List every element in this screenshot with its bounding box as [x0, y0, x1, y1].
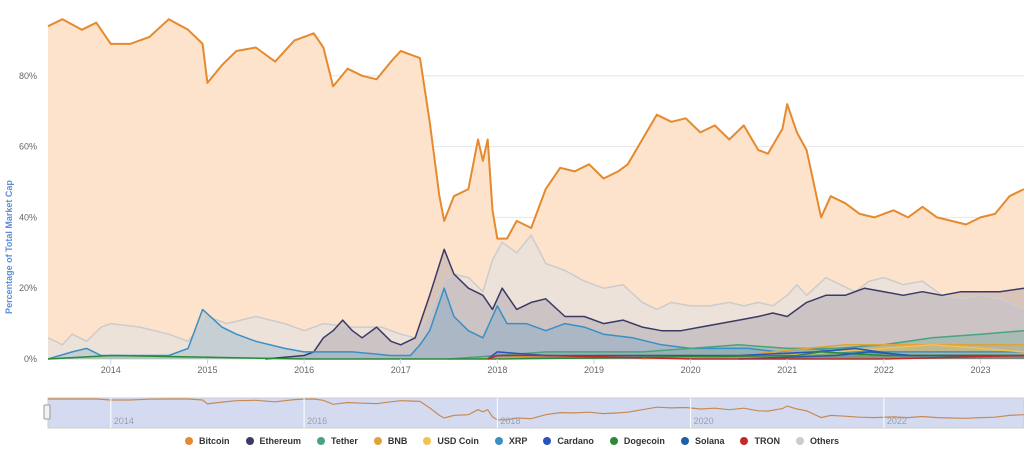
x-tick-label: 2017: [391, 365, 411, 375]
y-axis-ticks: 0% 20% 40% 60% 80%: [19, 71, 37, 364]
legend-label: BNB: [387, 436, 408, 446]
x-tick-label: 2016: [294, 365, 314, 375]
legend-item-tether[interactable]: Tether: [317, 436, 358, 446]
navigator-series-line: [48, 398, 1024, 421]
legend-item-dogecoin[interactable]: Dogecoin: [609, 436, 665, 446]
others-area: [48, 235, 1024, 359]
navigator-tick-label: 2018: [500, 416, 520, 426]
legend-marker: [680, 437, 689, 445]
legend-marker: [317, 437, 326, 445]
legend-marker: [609, 437, 618, 445]
x-tick-label: 2015: [197, 365, 217, 375]
y-tick-label: 40%: [19, 212, 37, 222]
legend-label: Others: [809, 436, 839, 446]
legend-marker: [373, 437, 382, 445]
legend-marker: [245, 437, 254, 445]
legend-marker: [740, 437, 749, 445]
x-tick-label: 2014: [101, 365, 121, 375]
legend-marker: [543, 437, 552, 445]
legend-label: Bitcoin: [199, 436, 230, 446]
y-axis-label: Percentage of Total Market Cap: [4, 180, 14, 314]
legend-item-tron[interactable]: TRON: [740, 436, 780, 446]
tron-line: [487, 354, 1024, 360]
legend-item-usd-coin[interactable]: USD Coin: [423, 436, 479, 446]
legend-item-others[interactable]: Others: [795, 436, 839, 446]
legend-label: Solana: [694, 436, 725, 446]
x-tick-label: 2018: [487, 365, 507, 375]
legend-item-ethereum[interactable]: Ethereum: [245, 436, 302, 446]
navigator-left-handle[interactable]: [43, 404, 51, 420]
bitcoin-line: [47, 18, 1024, 240]
legend-item-cardano[interactable]: Cardano: [543, 436, 594, 446]
legend-label: Cardano: [557, 436, 594, 446]
legend-marker: [494, 437, 503, 445]
legend-label: XRP: [508, 436, 528, 446]
x-axis-ticks: 2014 2015 2016 2017 2018 2019 2020 2021 2022 2023: [101, 359, 991, 375]
cardano-area: [487, 348, 1024, 359]
ethereum-line: [265, 248, 1024, 360]
x-tick-label: 2023: [970, 365, 990, 375]
series-lines: [47, 18, 1024, 360]
range-navigator[interactable]: 2014 2016 2018 2020 2022: [43, 397, 1024, 429]
legend-label: TRON: [754, 436, 780, 446]
navigator-tick-label: 2022: [887, 416, 907, 426]
y-tick-label: 0%: [24, 354, 37, 364]
y-tick-label: 80%: [19, 71, 37, 81]
legend: Bitcoin Ethereum Tether BNB USD Coin XRP Carda…: [0, 436, 1024, 446]
bitcoin-area: [48, 19, 1024, 359]
x-tick-label: 2020: [681, 365, 701, 375]
navigator-selected-range[interactable]: [47, 397, 1024, 429]
legend-item-bitcoin[interactable]: Bitcoin: [185, 436, 230, 446]
navigator-tick-label: 2014: [114, 416, 134, 426]
navigator-tick-label: 2016: [307, 416, 327, 426]
legend-label: USD Coin: [437, 436, 479, 446]
legend-marker: [795, 437, 804, 445]
y-tick-label: 60%: [19, 142, 37, 152]
tether-line: [448, 329, 1024, 360]
legend-item-solana[interactable]: Solana: [680, 436, 725, 446]
legend-item-xrp[interactable]: XRP: [494, 436, 528, 446]
legend-marker: [423, 437, 432, 445]
legend-label: Tether: [331, 436, 358, 446]
legend-marker: [185, 437, 194, 445]
legend-item-bnb[interactable]: BNB: [373, 436, 408, 446]
x-tick-label: 2022: [874, 365, 894, 375]
navigator-tick-label: 2020: [694, 416, 714, 426]
legend-label: Dogecoin: [623, 436, 665, 446]
solana-line: [738, 351, 1024, 360]
legend-label: Ethereum: [259, 436, 302, 446]
x-tick-label: 2021: [777, 365, 797, 375]
y-tick-label: 20%: [19, 283, 37, 293]
series-areas: [48, 19, 1024, 359]
xrp-line: [47, 287, 1024, 360]
ethereum-area: [265, 249, 1024, 359]
x-tick-label: 2019: [584, 365, 604, 375]
